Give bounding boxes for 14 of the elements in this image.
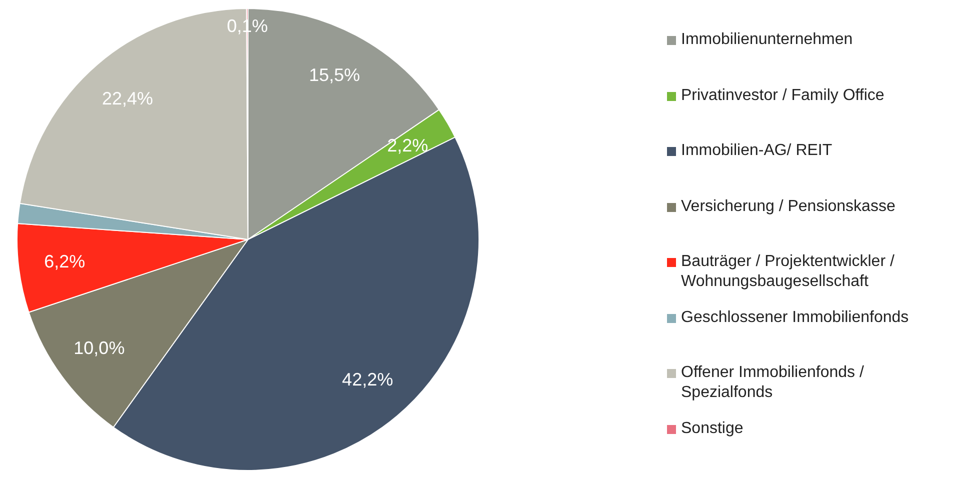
data-label: 42,2% [342,369,394,390]
legend-label: Sonstige [681,418,744,438]
legend-label: Versicherung / Pensionskasse [681,196,896,216]
legend-label: Bauträger / Projektentwickler / Wohnungsbaugesellschaft [681,252,896,292]
data-label: 6,2% [44,252,86,272]
data-label: 2,2% [387,135,428,156]
legend-label: Privatinvestor / Family Office [681,86,884,106]
legend-label: Immobilien-AG/ REIT [681,141,832,161]
data-label: 10,0% [74,338,125,358]
data-label: 22,4% [102,88,154,108]
data-label: 15,5% [308,65,360,86]
legend-label: Immobilienunternehmen [681,30,853,50]
legend-label: Geschlossener Immobilienfonds [681,308,909,328]
legend-label: Offener Immobilienfonds / Spezialfonds [681,363,865,403]
